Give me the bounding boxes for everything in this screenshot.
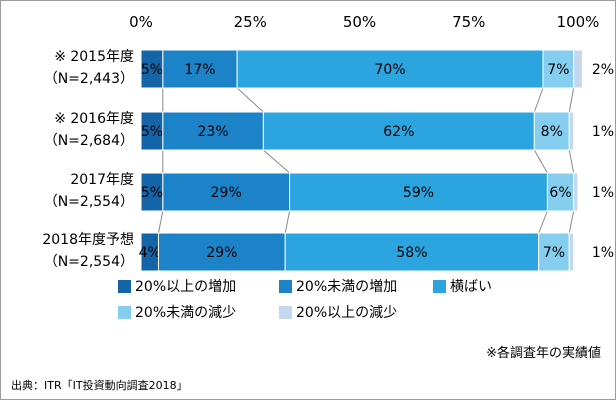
data-label: 1% <box>592 124 614 140</box>
x-tick-label: 0% <box>129 13 153 31</box>
category-label: 2018年度予想 <box>42 232 134 248</box>
legend-swatch <box>279 280 292 293</box>
data-label: 62% <box>383 124 414 140</box>
x-tick-label: 75% <box>452 13 485 31</box>
data-label: 1% <box>592 245 614 261</box>
data-label: 7% <box>547 62 569 78</box>
data-label: 4% <box>139 245 161 261</box>
footnote: ※各調査年の実績値 <box>486 345 601 361</box>
bar-segment <box>162 111 264 151</box>
bar-segment <box>568 111 575 151</box>
legend-label: 横ばい <box>450 279 492 295</box>
legend-swatch <box>118 280 131 293</box>
bar-segment <box>542 49 575 89</box>
data-label: 5% <box>141 124 163 140</box>
category-label: ※ 2015年度 <box>54 49 134 65</box>
legend-label: 20%未満の減少 <box>135 304 236 321</box>
bar-segment <box>162 49 238 89</box>
data-label: 7% <box>543 245 565 261</box>
bar-segment <box>573 49 583 89</box>
category-label: 2017年度 <box>70 172 134 188</box>
data-label: 5% <box>141 185 163 201</box>
data-label: 59% <box>403 185 434 201</box>
bar-segment <box>289 172 548 212</box>
bar-segment <box>284 232 540 272</box>
x-tick-label: 50% <box>343 13 376 31</box>
data-label: 2% <box>592 62 614 78</box>
legend-label: 20%未満の増加 <box>296 279 397 295</box>
data-label: 58% <box>396 245 427 261</box>
bar-segment <box>546 172 575 212</box>
connector-line <box>236 87 264 113</box>
bars: 5% 17% 70% 7% 2% 5% 23% 62% 8% 1% 5% 29% 59% 6% 1% 4% 29… <box>139 49 614 272</box>
connector-line <box>568 210 575 234</box>
x-axis-ticks: 0% 25% 50% 75% 100% <box>129 13 599 31</box>
data-label: 23% <box>198 124 229 140</box>
bar-segment <box>533 111 570 151</box>
category-labels: ※ 2015年度 （N=2,443） ※ 2016年度 （N=2,684） 2017年度… <box>42 49 134 270</box>
category-sublabel: （N=2,684） <box>44 133 134 149</box>
legend-swatch <box>279 306 292 319</box>
legend-swatch <box>433 280 446 293</box>
category-sublabel: （N=2,443） <box>44 71 134 87</box>
data-label: 6% <box>549 185 571 201</box>
legend: 20%以上の増加 20%未満の増加 横ばい 20%未満の減少 20%以上の減少 <box>118 279 492 321</box>
source-note: 出典：ITR「IT投資動向調査2018」 <box>11 378 188 392</box>
bar-segment <box>538 232 570 272</box>
data-label: 8% <box>541 124 563 140</box>
data-label: 17% <box>184 62 215 78</box>
connector-line <box>533 149 548 174</box>
data-label: 1% <box>592 185 614 201</box>
legend-swatch <box>118 306 131 319</box>
data-label: 5% <box>141 62 163 78</box>
category-sublabel: （N=2,554） <box>44 254 134 270</box>
connector-lines <box>157 87 575 234</box>
connector-line <box>538 210 548 234</box>
connector-line <box>263 149 290 174</box>
connector-line <box>157 210 164 234</box>
data-label: 29% <box>211 185 242 201</box>
category-label: ※ 2016年度 <box>54 111 134 127</box>
connector-line <box>533 87 544 113</box>
bar-segment <box>157 232 286 272</box>
category-sublabel: （N=2,554） <box>44 194 134 210</box>
bar-segment <box>573 172 579 212</box>
data-label: 70% <box>375 62 406 78</box>
x-tick-label: 100% <box>557 13 600 31</box>
legend-label: 20%以上の減少 <box>296 304 397 321</box>
x-tick-label: 25% <box>234 13 267 31</box>
connector-line <box>568 87 575 113</box>
bar-segment <box>568 232 575 272</box>
legend-label: 20%以上の増加 <box>135 279 236 295</box>
connector-line <box>568 149 575 174</box>
data-label: 29% <box>206 245 237 261</box>
connector-line <box>284 210 291 234</box>
